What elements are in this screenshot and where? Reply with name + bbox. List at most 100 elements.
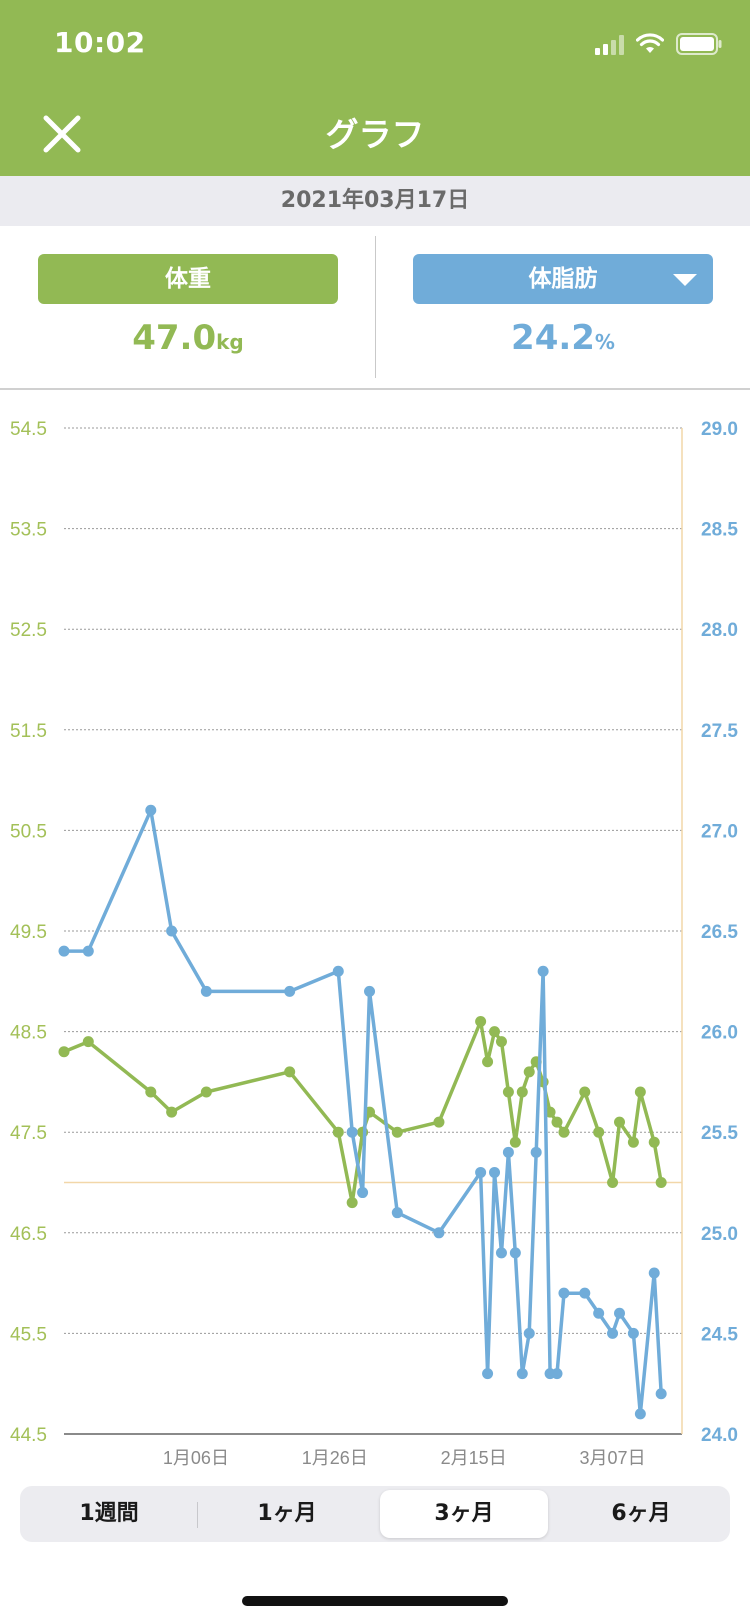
body-fat-data-point [627,1327,639,1339]
body-fat-data-point [607,1327,619,1339]
left-axis-tick: 51.5 [10,721,47,742]
weight-data-point [634,1086,646,1098]
wifi-icon [636,33,664,55]
body-fat-data-point [200,985,212,997]
right-axis-tick: 24.0 [701,1425,738,1446]
body-fat-data-point [634,1408,646,1420]
home-indicator [242,1596,508,1606]
weight-data-point [166,1106,178,1118]
body-fat-data-point [558,1287,570,1299]
x-axis-tick: 1月26日 [302,1448,368,1468]
weight-data-point [655,1177,667,1188]
body-fat-data-point [579,1287,591,1299]
close-icon [43,115,81,153]
weight-data-point [579,1086,591,1098]
weight-data-point [346,1197,358,1209]
battery-icon [676,33,722,55]
x-axis-tick: 1月06日 [163,1448,229,1468]
body-fat-data-point [614,1307,626,1319]
weight-data-point [495,1036,507,1048]
body-fat-data-point [523,1327,535,1339]
weight-data-point [607,1177,619,1188]
range-1-month[interactable]: 1ヶ月 [257,1501,317,1526]
selected-date: 2021年03月17日 [0,176,750,226]
weight-data-point [200,1086,212,1098]
range-6-months[interactable]: 6ヶ月 [611,1501,671,1526]
body-fat-number: 24.2 [511,318,595,358]
x-axis-tick: 3月07日 [580,1448,646,1468]
left-axis-tick: 54.5 [10,419,47,440]
body-fat-data-point [284,985,296,997]
right-axis-tick: 25.0 [701,1224,738,1245]
weight-data-point [284,1066,296,1078]
body-fat-unit: % [594,330,615,354]
range-selector: 1週間 1ヶ月 3ヶ月 6ヶ月 [20,1486,730,1542]
weight-data-point [82,1036,94,1048]
body-fat-data-point [482,1368,494,1380]
metric-divider [375,236,376,378]
weight-data-point [551,1116,563,1128]
cellular-signal-icon [595,33,624,55]
body-fat-data-point [516,1368,528,1380]
right-axis-tick: 24.5 [701,1324,738,1345]
left-axis-tick: 50.5 [10,821,47,842]
weight-data-point [482,1056,494,1068]
body-fat-label: 体脂肪 [528,266,598,292]
weight-data-point [593,1126,605,1138]
weight-unit: kg [216,330,244,354]
weight-data-point [145,1086,157,1098]
body-fat-data-point [509,1247,521,1259]
body-fat-data-point [346,1126,358,1138]
page-title: グラフ [325,115,425,154]
app-header: 10:02 グラフ [0,0,750,176]
x-axis-tick: 2月15日 [441,1448,507,1468]
weight-data-point [509,1136,521,1148]
body-fat-data-point [655,1388,667,1400]
body-fat-dropdown[interactable]: 体脂肪 [413,254,713,304]
left-axis-tick: 46.5 [10,1224,47,1245]
right-axis-tick: 27.5 [701,721,738,742]
range-1-week[interactable]: 1週間 [79,1501,139,1526]
body-fat-value: 24.2% [413,318,713,358]
left-axis-tick: 44.5 [10,1425,47,1446]
weight-data-point [489,1026,501,1038]
right-axis-tick: 29.0 [701,419,738,440]
body-fat-data-point [648,1267,660,1279]
weight-data-point [627,1136,639,1148]
metrics-panel: 体重 47.0kg 体脂肪 24.2% [0,226,750,390]
weight-data-point [332,1126,344,1138]
body-fat-data-point [433,1227,445,1239]
body-fat-data-point [495,1247,507,1259]
body-fat-data-point [537,965,549,977]
body-fat-data-point [364,985,376,997]
body-fat-data-point [530,1146,542,1158]
weight-data-point [391,1126,403,1138]
body-fat-data-point [551,1368,563,1380]
weight-fat-chart: 54.5 29.0 53.5 28.5 52.5 28.0 51.5 27.5 50.5 27.0… [10,419,738,1468]
weight-data-point [614,1116,626,1128]
weight-data-point [433,1116,445,1128]
left-axis-tick: 53.5 [10,520,47,541]
right-axis-tick: 26.5 [701,922,738,943]
body-fat-data-point [475,1166,487,1178]
right-axis-tick: 27.0 [701,821,738,842]
status-time: 10:02 [54,26,146,59]
chevron-down-icon [673,274,697,286]
range-3-months[interactable]: 3ヶ月 [380,1490,548,1538]
body-fat-data-point [489,1166,501,1178]
left-axis-tick: 48.5 [10,1023,47,1044]
weight-data-point [502,1086,514,1098]
body-fat-data-point [145,804,157,816]
close-button[interactable] [38,110,86,158]
body-fat-data-point [58,945,70,957]
body-fat-data-point [391,1207,403,1219]
body-fat-series-line [64,808,663,1416]
body-fat-data-point [332,965,344,977]
left-axis-tick: 49.5 [10,922,47,943]
segment-separator [197,1502,198,1528]
right-axis-tick: 26.0 [701,1023,738,1044]
left-axis-tick: 47.5 [10,1123,47,1144]
status-icons [595,30,722,58]
weight-label: 体重 [38,254,338,304]
right-axis-tick: 28.5 [701,520,738,541]
